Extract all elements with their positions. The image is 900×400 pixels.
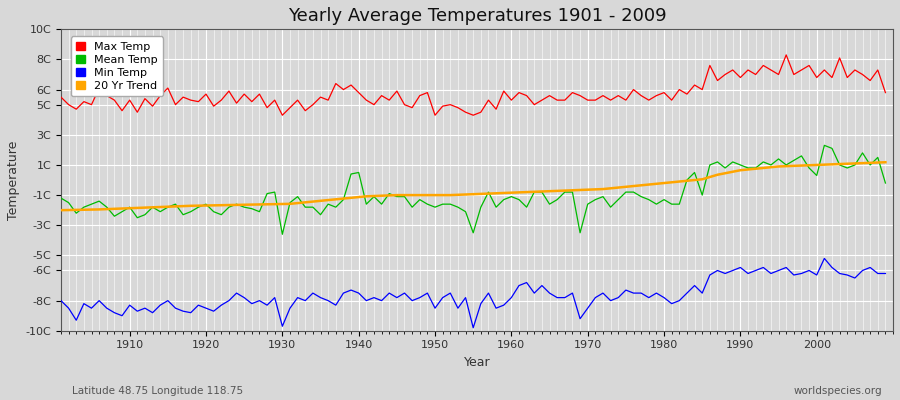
X-axis label: Year: Year (464, 356, 490, 369)
Text: worldspecies.org: worldspecies.org (794, 386, 882, 396)
Title: Yearly Average Temperatures 1901 - 2009: Yearly Average Temperatures 1901 - 2009 (288, 7, 666, 25)
Y-axis label: Temperature: Temperature (7, 140, 20, 220)
Text: Latitude 48.75 Longitude 118.75: Latitude 48.75 Longitude 118.75 (72, 386, 243, 396)
Legend: Max Temp, Mean Temp, Min Temp, 20 Yr Trend: Max Temp, Mean Temp, Min Temp, 20 Yr Tre… (71, 36, 163, 96)
